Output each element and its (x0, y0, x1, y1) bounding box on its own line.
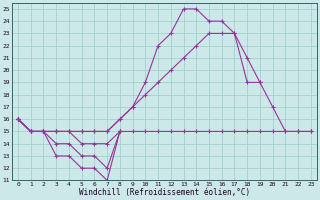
X-axis label: Windchill (Refroidissement éolien,°C): Windchill (Refroidissement éolien,°C) (79, 188, 250, 197)
